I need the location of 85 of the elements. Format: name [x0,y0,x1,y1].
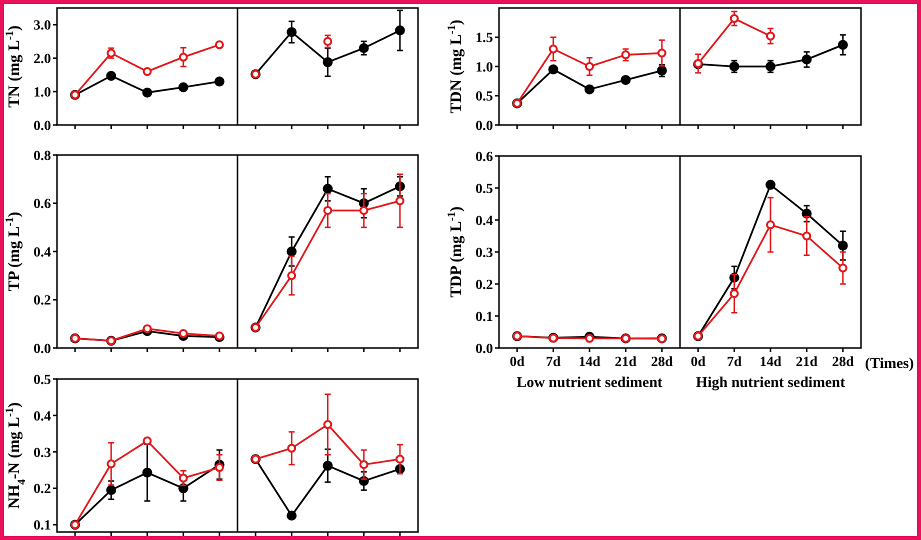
point [178,474,188,483]
y-tick-label: 1.0 [34,85,51,100]
y-tick-label: 0.0 [34,118,51,134]
point [730,289,739,298]
point [585,62,594,71]
y-tick-label: 0.5 [476,182,493,197]
point [394,25,405,36]
y-tick-label: 0.4 [34,409,51,424]
point [142,468,152,478]
point [287,444,296,453]
point [730,14,739,24]
point [548,64,558,74]
point [106,459,116,468]
y-tick-label: 0.4 [476,214,493,229]
x-tick-label: 28d [832,355,854,370]
x-tick-label: 7d [726,355,742,370]
point [322,460,333,471]
point [106,70,116,81]
text: High nutrient sediment [696,375,846,391]
y-tick-label: 3.0 [34,18,51,34]
y-tick-label: 1.0 [476,60,493,76]
point [214,76,224,87]
point [178,52,188,62]
point [142,436,152,446]
point [657,48,666,58]
point [287,271,296,280]
point [395,454,404,464]
point [142,67,152,76]
point [286,246,297,256]
point [359,206,368,215]
point [214,463,224,472]
y-tick-label: 0.3 [34,446,51,461]
y-tick-label: 0.6 [34,197,51,212]
y-tick-label: 0.5 [34,372,51,388]
x-tick-label: 0d [510,355,525,370]
y-tick-label: 1.5 [476,31,493,46]
y-tick-label: 0.8 [34,148,51,164]
point [286,510,297,521]
text: Low nutrient sediment [516,375,662,391]
point [584,84,594,94]
point [359,460,368,470]
point [838,40,848,50]
point [620,74,631,85]
x-tick-label: 14d [760,355,782,370]
point [766,32,775,41]
point [106,485,116,496]
x-tick-label: 21d [796,355,818,370]
point [802,232,812,240]
point [142,88,152,98]
x-tick-label: 7d [546,355,561,370]
y-tick-label: 2.0 [34,52,51,68]
point [178,82,188,92]
point [142,324,152,334]
point [395,196,404,206]
y-tick-label: 0.2 [34,482,51,498]
point [548,44,558,54]
point [178,329,188,338]
x-tick-label: 14d [578,355,601,370]
y-tick-label: 0.1 [34,518,51,534]
x-tick-label: 0d [690,355,706,370]
point [766,220,775,230]
x-tick-label: 28d [651,355,673,370]
y-tick-label: 0.3 [476,246,493,261]
y-tick-label: 0.2 [476,278,493,293]
point [766,180,776,190]
point [322,57,333,68]
point [838,264,848,272]
point [802,54,812,64]
y-tick-label: 0.5 [476,90,493,105]
x-tick-label: 21d [614,355,637,370]
y-tick-label: 0.1 [476,310,493,325]
y-tick-label: 0.0 [476,118,493,134]
y-tick-label: 0.0 [476,342,493,357]
y-tick-label: 0.2 [34,294,51,309]
point [214,40,224,50]
point [322,184,333,194]
y-tick-label: 0.0 [34,342,51,357]
point [323,420,332,430]
point [286,27,297,38]
point [358,43,369,54]
point [838,240,848,251]
point [323,206,332,215]
text: (Times) [865,356,914,372]
y-tick-label: 0.6 [476,150,493,165]
y-tick-label: 0.4 [34,245,51,260]
